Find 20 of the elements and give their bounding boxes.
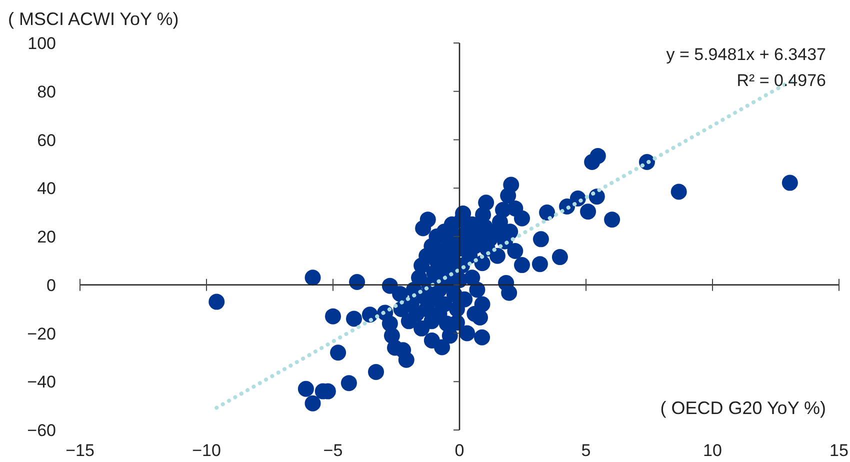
annotation: R² = 0.4976	[736, 71, 826, 90]
x-tick-label: −5	[323, 441, 343, 460]
y-tick-label: −40	[27, 372, 56, 392]
x-tick-label: 10	[703, 441, 722, 460]
x-tick-label: −15	[66, 441, 94, 460]
y-axis-title: ( MSCI ACWI YoY %)	[8, 9, 179, 29]
y-tick-label: −20	[27, 324, 56, 344]
x-tick-label: −10	[192, 441, 221, 460]
x-tick-label: 5	[581, 441, 591, 460]
y-tick-label: 0	[46, 276, 56, 295]
x-tick-label: 0	[454, 441, 464, 460]
x-tick-label: 15	[830, 441, 848, 460]
y-tick-label: 80	[37, 82, 56, 102]
y-tick-label: −60	[27, 421, 56, 440]
x-axis-title: ( OECD G20 YoY %)	[660, 398, 826, 418]
y-tick-label: 40	[37, 179, 56, 198]
y-tick-label: 20	[37, 228, 56, 246]
annotation: y = 5.9481x + 6.3437	[666, 45, 826, 64]
y-tick-label: 100	[28, 34, 56, 53]
y-tick-label: 60	[37, 130, 56, 150]
